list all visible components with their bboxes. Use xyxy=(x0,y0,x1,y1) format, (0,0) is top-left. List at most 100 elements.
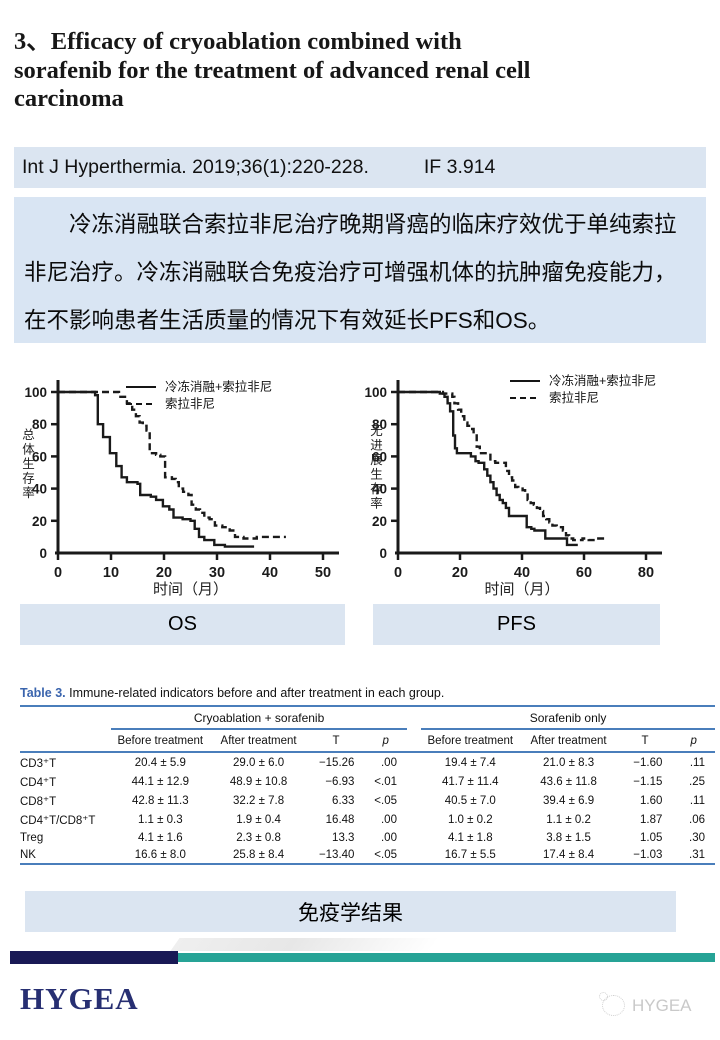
value-cell: 2.3 ± 0.8 xyxy=(236,831,281,844)
svg-text:20: 20 xyxy=(32,514,47,529)
value-cell: 16.48 xyxy=(325,813,355,826)
svg-text:20: 20 xyxy=(452,565,468,581)
svg-text:20: 20 xyxy=(156,565,172,581)
value-cell: 4.1 ± 1.8 xyxy=(447,831,493,844)
column-header: After treatment xyxy=(209,729,308,753)
os-y-axis-label: 总体生存率 xyxy=(20,428,34,501)
column-header: After treatment xyxy=(519,729,618,753)
value-cell: .00 xyxy=(380,831,397,844)
value-cell: <.01 xyxy=(374,775,397,788)
value-cell: 40.5 ± 7.0 xyxy=(444,794,496,807)
value-cell: 6.33 xyxy=(332,794,355,807)
indicator-label: CD8⁺T xyxy=(20,795,57,808)
svg-text:0: 0 xyxy=(394,565,402,581)
value-cell: 4.1 ± 1.6 xyxy=(137,831,183,844)
value-cell: 1.0 ± 0.2 xyxy=(447,813,493,826)
table-row: NK 16.6 ± 8.0 25.8 ± 8.4 −13.40 <.05 16.7 ± 5… xyxy=(20,846,715,865)
value-cell: 1.9 ± 0.4 xyxy=(236,813,281,826)
teal-divider-bar xyxy=(178,953,715,962)
value-cell: 29.0 ± 6.0 xyxy=(233,756,285,769)
table-row: CD3⁺T 20.4 ± 5.9 29.0 ± 6.0 −15.26 .00 19.4 ±… xyxy=(20,752,715,772)
svg-text:0: 0 xyxy=(54,565,62,581)
value-cell: 21.0 ± 8.3 xyxy=(543,756,595,769)
title-line-3: carcinoma xyxy=(14,85,124,112)
legend-entry: 冷冻消融+索拉非尼 xyxy=(126,380,272,394)
value-cell: 16.6 ± 8.0 xyxy=(111,846,210,865)
svg-text:40: 40 xyxy=(32,482,47,497)
table-row: CD4⁺T/CD8⁺T 1.1 ± 0.3 1.9 ± 0.4 16.48 .00 1.0… xyxy=(20,810,715,829)
svg-text:80: 80 xyxy=(372,417,387,432)
value-cell: .11 xyxy=(689,756,705,769)
table-group-header-row: Cryoablation + sorafenib Sorafenib only xyxy=(20,706,715,730)
value-cell: 43.6 ± 11.8 xyxy=(540,775,597,788)
svg-text:100: 100 xyxy=(364,385,387,400)
indicator-label: CD4⁺T xyxy=(20,776,57,789)
indicator-label: Treg xyxy=(20,831,44,844)
svg-text:50: 50 xyxy=(315,565,331,581)
dashed-line-icon xyxy=(510,396,540,400)
table-title: Table 3. Immune-related indicators befor… xyxy=(20,686,715,700)
value-cell: 32.2 ± 7.8 xyxy=(233,794,285,807)
value-cell: 17.4 ± 8.4 xyxy=(519,846,618,865)
svg-text:100: 100 xyxy=(24,385,47,400)
value-cell: −6.93 xyxy=(325,775,355,788)
svg-text:60: 60 xyxy=(372,449,387,464)
citation-bar: Int J Hyperthermia. 2019;36(1):220-228. … xyxy=(14,147,706,188)
os-series-solid xyxy=(58,390,255,548)
table-title-text: Immune-related indicators before and aft… xyxy=(69,686,445,700)
column-header: p xyxy=(672,729,715,753)
column-header: p xyxy=(364,729,407,753)
table-row: Treg 4.1 ± 1.6 2.3 ± 0.8 13.3 .00 4.1 ± 1.8 3.… xyxy=(20,829,715,846)
indicator-label: NK xyxy=(20,846,112,865)
svg-text:0: 0 xyxy=(39,546,47,561)
navy-divider-bar xyxy=(10,951,178,964)
value-cell: 16.7 ± 5.5 xyxy=(421,846,520,865)
column-header: T xyxy=(617,729,673,753)
legend-label: 冷冻消融+索拉非尼 xyxy=(549,374,657,388)
indicator-label: CD4⁺T/CD8⁺T xyxy=(20,814,96,827)
value-cell: 3.8 ± 1.5 xyxy=(546,831,591,844)
svg-text:40: 40 xyxy=(372,482,387,497)
solid-line-icon xyxy=(126,385,156,389)
pfs-caption: PFS xyxy=(373,604,660,645)
value-cell: 1.1 ± 0.3 xyxy=(137,813,183,826)
value-cell: 19.4 ± 7.4 xyxy=(444,756,496,769)
os-series-dashed xyxy=(58,390,286,540)
hygea-emblem-icon xyxy=(599,992,625,1016)
value-cell: .30 xyxy=(689,831,705,844)
column-header: Before treatment xyxy=(111,729,210,753)
value-cell: 1.1 ± 0.2 xyxy=(546,813,591,826)
svg-text:20: 20 xyxy=(372,514,387,529)
value-cell: 44.1 ± 12.9 xyxy=(131,775,190,788)
svg-text:80: 80 xyxy=(638,565,654,581)
svg-text:40: 40 xyxy=(514,565,530,581)
solid-line-icon xyxy=(510,379,540,383)
immunology-result-caption: 免疫学结果 xyxy=(25,891,676,932)
summary-box: 冷冻消融联合索拉非尼治疗晚期肾癌的临床疗效优于单纯索拉非尼治疗。冷冻消融联合免疫… xyxy=(14,197,706,343)
title-line-2: sorafenib for the treatment of advanced … xyxy=(14,56,531,84)
value-cell: −1.03 xyxy=(617,846,673,865)
value-cell: −13.40 xyxy=(307,846,365,865)
legend-label: 索拉非尼 xyxy=(165,397,216,411)
value-cell: −15.26 xyxy=(318,756,355,769)
pfs-x-axis-label: 时间（月） xyxy=(484,581,560,598)
table-number-label: Table 3. xyxy=(20,686,66,700)
summary-text: 冷冻消融联合索拉非尼治疗晚期肾癌的临床疗效优于单纯索拉非尼治疗。冷冻消融联合免疫… xyxy=(24,212,677,333)
value-cell: .25 xyxy=(689,775,705,788)
legend-entry: 索拉非尼 xyxy=(510,391,656,405)
page-title: 3、Efficacy of cryoablation combined with… xyxy=(14,28,709,114)
group-header: Cryoablation + sorafenib xyxy=(111,706,407,730)
os-survival-chart: 0 20 40 60 80 100 0 10 20 30 40 50 冷冻消融+索拉非尼 索拉非尼 总体生存… xyxy=(14,368,360,610)
table-row: CD8⁺T 42.8 ± 11.3 32.2 ± 7.8 6.33 <.05 40.5 ±… xyxy=(20,791,715,810)
value-cell: 39.4 ± 6.9 xyxy=(543,794,595,807)
table-row: CD4⁺T 44.1 ± 12.9 48.9 ± 10.8 −6.93 <.01 41.7… xyxy=(20,772,715,791)
value-cell: <.05 xyxy=(364,846,407,865)
legend-label: 冷冻消融+索拉非尼 xyxy=(165,380,273,394)
legend-label: 索拉非尼 xyxy=(549,391,600,405)
value-cell: 1.05 xyxy=(640,831,663,844)
value-cell: .06 xyxy=(689,813,705,826)
immune-table: Table 3. Immune-related indicators befor… xyxy=(20,686,715,865)
value-cell: .31 xyxy=(672,846,715,865)
value-cell: 1.87 xyxy=(640,813,663,826)
